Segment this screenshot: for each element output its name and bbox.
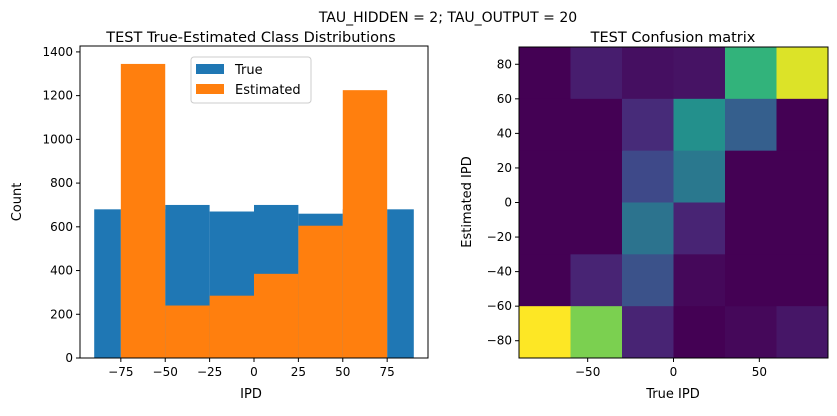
- x-tick-label: −50: [575, 365, 600, 379]
- cm-cell-5-4: [725, 306, 777, 359]
- hist-ylabel: Count: [10, 183, 25, 222]
- cm-xlabel: True IPD: [645, 387, 699, 402]
- cm-cell-1-0: [519, 98, 571, 152]
- cm-cell-5-0: [519, 306, 571, 359]
- legend-swatch-estimated: [196, 84, 224, 94]
- y-tick-label: 800: [50, 176, 73, 190]
- bar-estimated-6: [342, 90, 388, 359]
- bar-true-7: [387, 209, 414, 358]
- x-tick-label: 50: [335, 365, 350, 379]
- legend-label-true: True: [234, 63, 263, 78]
- histogram-chart: TEST True-Estimated Class Distributions …: [10, 30, 429, 402]
- y-tick-label: 200: [50, 307, 73, 321]
- x-tick-label: −75: [108, 365, 133, 379]
- cm-ylabel: Estimated IPD: [460, 156, 475, 248]
- cm-cell-0-1: [570, 47, 623, 100]
- legend-label-estimated: Estimated: [235, 83, 301, 98]
- y-tick-label: −20: [487, 230, 512, 244]
- cm-cell-4-0: [519, 254, 571, 307]
- cm-cell-1-5: [776, 98, 829, 152]
- y-tick-label: −40: [487, 265, 512, 279]
- cm-cell-2-5: [776, 150, 829, 203]
- y-tick-label: 0: [504, 196, 512, 210]
- cm-cell-3-2: [622, 202, 674, 255]
- cm-cell-2-2: [622, 150, 674, 203]
- bar-estimated-2: [165, 305, 210, 358]
- cm-cell-2-3: [673, 150, 726, 203]
- hist-xlabel: IPD: [240, 387, 262, 402]
- y-tick-label: −60: [487, 299, 512, 313]
- cm-cell-3-3: [673, 202, 726, 255]
- bar-estimated-1: [120, 63, 166, 358]
- y-tick-label: 600: [50, 220, 73, 234]
- y-tick-label: 400: [50, 264, 73, 278]
- cm-cell-5-2: [622, 306, 674, 359]
- legend: True Estimated: [190, 56, 312, 104]
- cm-cell-3-0: [519, 202, 571, 255]
- cm-cell-4-3: [673, 254, 726, 307]
- cm-cell-1-4: [725, 98, 777, 152]
- y-tick-label: 1000: [42, 132, 73, 146]
- cm-cell-1-2: [622, 98, 674, 152]
- x-tick-label: 0: [250, 365, 258, 379]
- legend-swatch-true: [196, 64, 224, 74]
- y-tick-label: 1200: [42, 89, 73, 103]
- cm-cell-0-3: [673, 47, 726, 100]
- x-tick-label: 0: [670, 365, 678, 379]
- cm-cell-3-1: [570, 202, 623, 255]
- y-tick-label: 1400: [42, 45, 73, 59]
- cm-title: TEST Confusion matrix: [590, 30, 756, 46]
- y-tick-label: −80: [487, 334, 512, 348]
- y-tick-label: 80: [497, 57, 512, 71]
- cm-cell-0-0: [519, 47, 571, 100]
- cm-cell-1-1: [570, 98, 623, 152]
- x-tick-label: −25: [197, 365, 222, 379]
- cm-cell-0-4: [725, 47, 777, 100]
- cm-cell-4-5: [776, 254, 829, 307]
- cm-cell-2-1: [570, 150, 623, 203]
- cm-cell-3-5: [776, 202, 829, 255]
- cm-cell-2-4: [725, 150, 777, 203]
- x-tick-label: 25: [291, 365, 306, 379]
- cm-cell-4-1: [570, 254, 623, 307]
- bar-estimated-4: [254, 273, 299, 358]
- y-tick-label: 40: [497, 126, 512, 140]
- x-tick-label: −50: [153, 365, 178, 379]
- cm-cell-4-2: [622, 254, 674, 307]
- suptitle: TAU_HIDDEN = 2; TAU_OUTPUT = 20: [318, 10, 577, 26]
- cm-cell-0-5: [776, 47, 829, 100]
- x-tick-label: 50: [752, 365, 767, 379]
- y-tick-label: 20: [497, 161, 512, 175]
- bar-true-0: [94, 209, 121, 358]
- bar-estimated-3: [209, 295, 254, 358]
- cm-cell-5-1: [570, 306, 623, 359]
- cm-cell-3-4: [725, 202, 777, 255]
- y-tick-label: 0: [65, 351, 73, 365]
- cm-cell-5-3: [673, 306, 726, 359]
- cm-cell-4-4: [725, 254, 777, 307]
- cm-cell-0-2: [622, 47, 674, 100]
- x-tick-label: 75: [380, 365, 395, 379]
- bar-estimated-5: [298, 225, 343, 358]
- cm-cell-1-3: [673, 98, 726, 152]
- confusion-matrix-chart: TEST Confusion matrix −50 0 50 −80 −60 −40 −20…: [460, 30, 829, 402]
- cm-cell-5-5: [776, 306, 829, 359]
- cm-cell-2-0: [519, 150, 571, 203]
- hist-title: TEST True-Estimated Class Distributions: [105, 30, 395, 46]
- y-tick-label: 60: [497, 92, 512, 106]
